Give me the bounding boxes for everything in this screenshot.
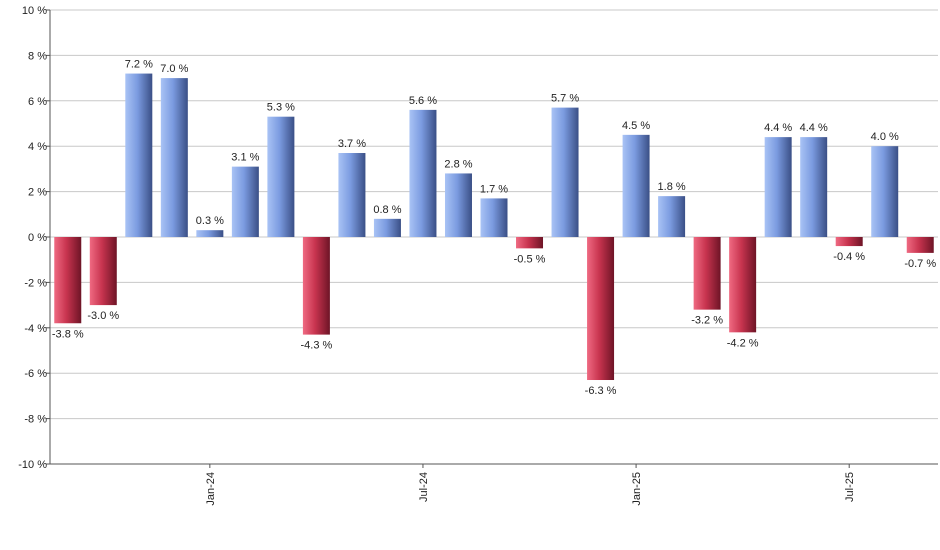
bar-23 [871,146,899,237]
bar-10 [409,109,437,237]
data-label-23: 4.0 % [871,131,899,143]
data-labels: -3.8 %-3.0 % 7.2 % 7.0 % 0.3 % 3.1 % 5.3 % -4.… [52,59,936,397]
data-label-9: 0.8 % [373,204,401,216]
bar-22 [835,237,863,247]
bar-15 [587,237,615,381]
data-label-21: 4.4 % [800,122,828,134]
bars [54,73,934,381]
bar-5 [231,166,259,237]
data-label-16: 4.5 % [622,120,650,132]
bar-21 [800,137,828,237]
bar-2 [125,73,153,237]
y-tick-label: 10 % [22,5,47,17]
data-label-3: 7.0 % [160,63,188,75]
x-tick-label: Jan-24 [205,472,217,506]
bar-0 [54,237,82,324]
bar-4 [196,230,224,237]
data-label-24: -0.7 % [904,258,936,270]
bar-7 [302,237,330,335]
bar-19 [729,237,757,333]
data-label-4: 0.3 % [196,215,224,227]
data-label-0: -3.8 % [52,328,84,340]
axes: 10 % 8 % 6 % 4 % 2 % 0 % -2 % -4 % -6 % -8 % -10 %… [18,5,938,506]
x-tick-label: Jul-25 [844,472,856,502]
x-tick-label: Jan-25 [631,472,643,506]
data-label-2: 7.2 % [125,59,153,71]
x-tick-label: Jul-24 [418,472,430,502]
y-tick-label: -2 % [24,277,47,289]
bar-9 [373,218,401,237]
data-label-14: 5.7 % [551,93,579,105]
data-label-19: -4.2 % [727,337,759,349]
bar-3 [160,78,188,237]
y-tick-label: -4 % [24,323,47,335]
data-label-5: 3.1 % [231,152,259,164]
y-tick-label: -6 % [24,368,47,380]
data-label-11: 2.8 % [444,158,472,170]
bar-14 [551,107,579,237]
y-tick-label: -8 % [24,414,47,426]
data-label-10: 5.6 % [409,95,437,107]
bar-12 [480,198,508,237]
data-label-18: -3.2 % [691,315,723,327]
y-tick-label: 4 % [28,141,47,153]
data-label-6: 5.3 % [267,102,295,114]
bar-20 [764,137,792,237]
bar-13 [516,237,544,249]
bar-11 [444,173,472,237]
data-label-8: 3.7 % [338,138,366,150]
data-label-17: 1.8 % [658,181,686,193]
data-label-22: -0.4 % [833,251,865,263]
bar-24 [906,237,934,253]
bar-17 [658,196,686,237]
data-label-1: -3.0 % [87,310,119,322]
y-tick-label: 6 % [28,96,47,108]
data-label-7: -4.3 % [301,340,333,352]
y-tick-label: -10 % [18,459,47,471]
bar-8 [338,153,366,237]
bar-18 [693,237,721,310]
data-label-13: -0.5 % [514,253,546,265]
data-label-15: -6.3 % [585,385,617,397]
y-tick-label: 8 % [28,50,47,62]
bar-6 [267,116,295,237]
y-tick-label: 0 % [28,232,47,244]
bar-16 [622,134,650,237]
data-label-20: 4.4 % [764,122,792,134]
y-tick-label: 2 % [28,187,47,199]
data-label-12: 1.7 % [480,183,508,195]
bar-1 [89,237,117,306]
